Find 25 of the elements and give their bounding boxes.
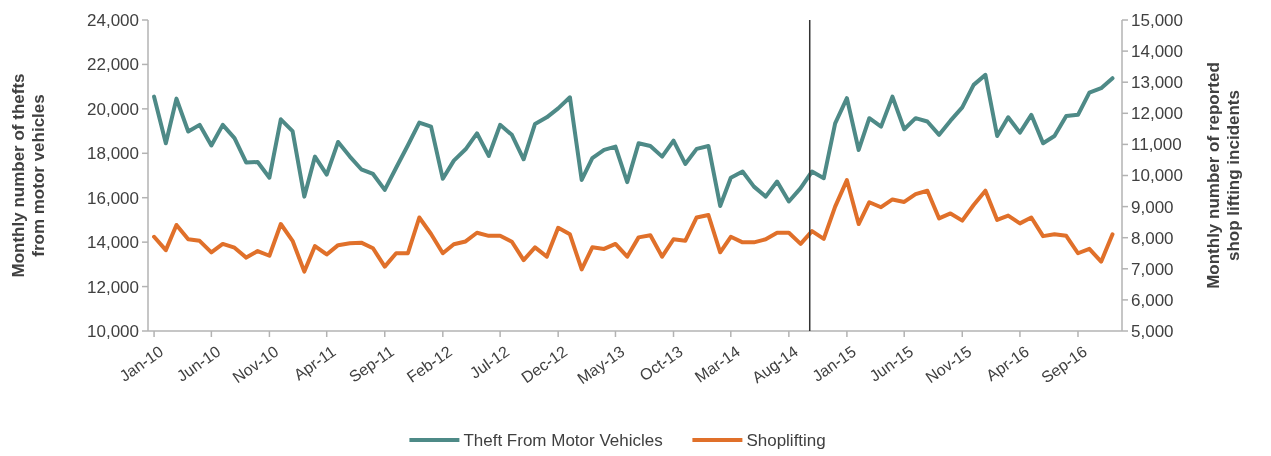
legend-label: Theft From Motor Vehicles	[463, 431, 663, 450]
y-tick-label: 16,000	[87, 188, 139, 208]
y-tick-label: 18,000	[87, 144, 139, 164]
y2-tick-label: 11,000	[1131, 135, 1182, 155]
y-tick-label: 24,000	[87, 10, 139, 30]
y2-tick-label: 8,000	[1131, 228, 1174, 248]
line-series	[152, 178, 1115, 274]
y-axis-title: Monthly number of thefts from motor vehicles	[9, 73, 48, 278]
y2-tick-label: 10,000	[1131, 166, 1183, 186]
y2-tick-label: 15,000	[1131, 10, 1183, 30]
y-tick-label: 22,000	[87, 55, 139, 75]
y2-tick-label: 14,000	[1131, 42, 1183, 62]
y2-tick-label: 5,000	[1131, 321, 1174, 341]
y2-tick-label: 9,000	[1131, 197, 1174, 217]
legend-label: Shoplifting	[746, 431, 826, 450]
y2-tick-label: 13,000	[1131, 73, 1183, 93]
y-tick-label: 12,000	[87, 277, 139, 297]
y2-axis-title: Monthly number of reported shop lifting incidents	[1204, 62, 1243, 289]
y-tick-label: 14,000	[87, 233, 139, 253]
y2-tick-label: 12,000	[1131, 104, 1183, 124]
y-tick-label: 20,000	[87, 99, 139, 119]
y2-tick-label: 7,000	[1131, 259, 1174, 279]
line-series	[152, 72, 1115, 208]
y2-tick-label: 6,000	[1131, 290, 1174, 310]
y-tick-label: 10,000	[87, 321, 139, 341]
